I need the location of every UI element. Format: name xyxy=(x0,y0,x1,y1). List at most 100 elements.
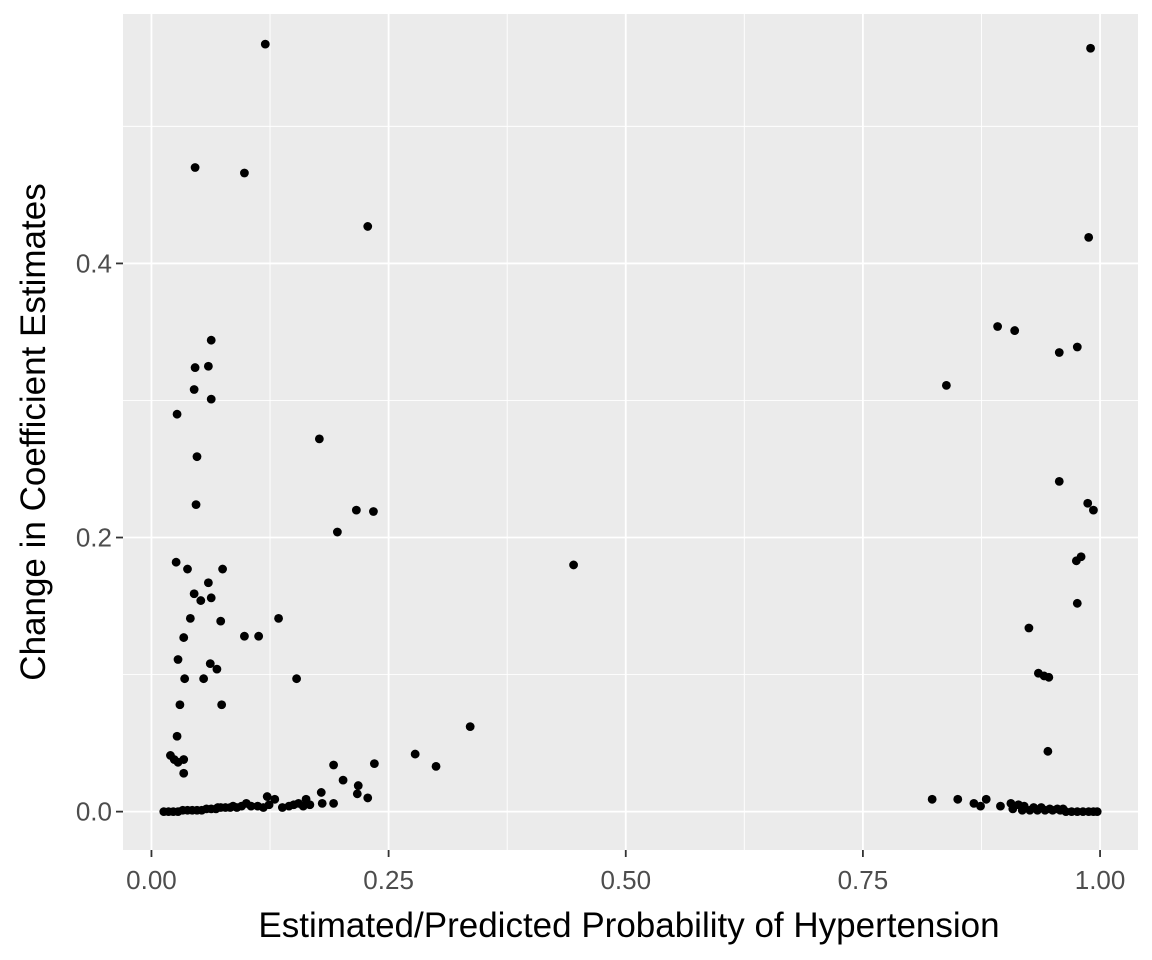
y-tick-label: 0.2 xyxy=(76,523,112,553)
x-tick-label: 0.50 xyxy=(600,865,651,895)
plot-panel xyxy=(123,14,1138,850)
data-point xyxy=(192,452,202,462)
data-point xyxy=(206,394,216,404)
data-point xyxy=(332,527,342,537)
data-point xyxy=(218,564,228,574)
data-point xyxy=(183,564,192,574)
y-axis-ticks: 0.0 0.2 0.4 xyxy=(76,248,123,827)
data-point xyxy=(205,659,215,669)
data-point xyxy=(1072,342,1082,352)
data-point xyxy=(363,222,373,231)
data-point xyxy=(1083,498,1093,508)
data-point xyxy=(206,593,216,603)
data-point xyxy=(203,578,213,588)
data-point xyxy=(199,674,209,684)
y-tick-label: 0.4 xyxy=(76,248,112,278)
data-point xyxy=(369,759,379,769)
data-points xyxy=(159,39,1102,817)
data-point xyxy=(410,749,420,759)
data-point xyxy=(179,633,189,642)
data-point xyxy=(180,674,190,684)
data-point xyxy=(338,775,348,785)
data-point xyxy=(1010,326,1020,335)
data-point xyxy=(1054,476,1064,486)
data-point xyxy=(1033,805,1042,815)
data-point xyxy=(173,757,183,767)
data-point xyxy=(1008,804,1018,814)
data-point xyxy=(190,163,200,172)
data-point xyxy=(260,39,270,49)
data-point xyxy=(240,168,249,178)
data-point xyxy=(203,361,213,371)
data-point xyxy=(316,788,326,797)
data-point xyxy=(1084,232,1094,242)
data-point xyxy=(976,801,985,811)
data-point xyxy=(305,800,315,810)
data-point xyxy=(1089,505,1098,515)
data-point xyxy=(329,760,338,770)
data-point xyxy=(351,505,361,515)
data-point xyxy=(179,768,189,778)
data-point xyxy=(1024,623,1034,633)
data-point xyxy=(264,800,274,810)
data-point xyxy=(969,799,979,808)
data-point xyxy=(1086,43,1095,53)
data-point xyxy=(953,794,963,804)
data-point xyxy=(353,781,363,790)
data-point xyxy=(217,700,227,710)
data-point xyxy=(262,792,272,801)
x-tick-label: 0.25 xyxy=(363,865,414,895)
data-point xyxy=(175,700,185,710)
data-point xyxy=(274,613,283,623)
data-point xyxy=(1017,805,1027,815)
data-point xyxy=(981,794,991,804)
data-point xyxy=(254,631,264,641)
data-point xyxy=(317,799,327,808)
data-point xyxy=(212,664,222,674)
data-point xyxy=(1025,805,1035,815)
x-tick-label: 0.00 xyxy=(126,865,177,895)
data-point xyxy=(352,789,362,799)
x-axis-ticks: 0.00 0.25 0.50 0.75 1.00 xyxy=(126,850,1125,895)
data-point xyxy=(189,385,199,394)
data-point xyxy=(941,381,951,390)
data-point xyxy=(369,507,378,516)
data-point xyxy=(1044,672,1054,682)
data-point xyxy=(270,794,280,804)
data-point xyxy=(465,722,475,732)
data-point xyxy=(206,335,216,345)
minor-gridlines xyxy=(123,14,1138,850)
x-tick-label: 1.00 xyxy=(1075,865,1126,895)
data-point xyxy=(927,794,937,804)
data-point xyxy=(1043,746,1053,756)
data-point xyxy=(1058,804,1068,814)
data-point xyxy=(314,434,324,444)
data-point xyxy=(185,613,195,623)
data-point xyxy=(196,596,206,605)
data-point xyxy=(569,560,578,570)
data-point xyxy=(277,803,287,812)
data-point xyxy=(294,799,303,808)
data-point xyxy=(292,674,301,684)
data-point xyxy=(1045,804,1055,814)
data-point xyxy=(246,801,256,811)
data-point xyxy=(1072,598,1082,608)
data-point xyxy=(431,762,441,771)
data-point xyxy=(1054,348,1064,357)
data-point xyxy=(1071,556,1081,566)
data-point xyxy=(237,801,246,811)
data-point xyxy=(172,409,182,419)
data-point xyxy=(329,799,338,808)
data-point xyxy=(225,803,235,812)
y-tick-label: 0.0 xyxy=(76,797,112,827)
y-axis-title: Change in Coefficient Estimates xyxy=(14,183,53,680)
x-axis-title: Estimated/Predicted Probability of Hyper… xyxy=(258,906,999,945)
data-point xyxy=(172,731,182,741)
data-point xyxy=(173,655,183,664)
major-gridlines xyxy=(123,14,1138,850)
data-point xyxy=(216,616,226,626)
data-point xyxy=(171,557,181,567)
data-point xyxy=(993,322,1003,331)
data-point xyxy=(190,363,200,372)
